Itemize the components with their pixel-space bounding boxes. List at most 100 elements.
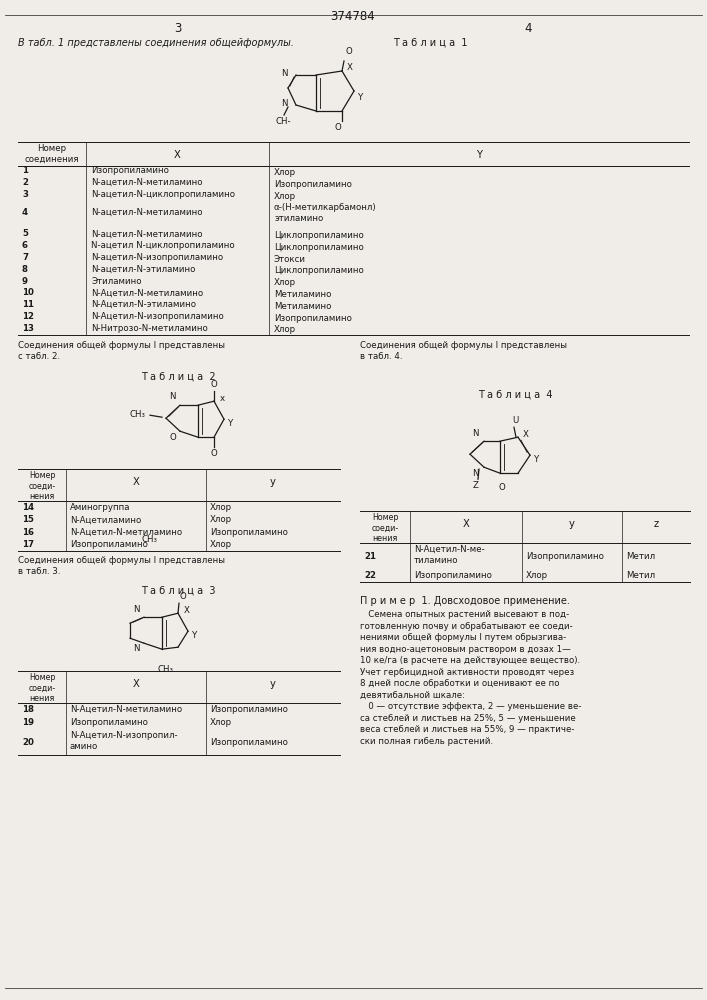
Text: 13: 13 [22, 324, 34, 333]
Text: Номер
соеди-
нения: Номер соеди- нения [28, 471, 56, 501]
Text: O: O [211, 380, 217, 389]
Text: 10 ке/га (в расчете на действующее вещество).: 10 ке/га (в расчете на действующее вещес… [360, 656, 580, 665]
Text: Аминогруппа: Аминогруппа [70, 503, 131, 512]
Text: N-ацетил-N-метиламино: N-ацетил-N-метиламино [91, 229, 202, 238]
Text: N-Ацетил-N-изопропил-
амино: N-Ацетил-N-изопропил- амино [70, 731, 177, 751]
Text: N-Ацетиламино: N-Ацетиламино [70, 515, 141, 524]
Text: Хлор: Хлор [274, 192, 296, 201]
Text: Этиламино: Этиламино [91, 277, 141, 286]
Text: Этокси: Этокси [274, 255, 306, 264]
Text: 22: 22 [364, 571, 376, 580]
Text: 16: 16 [22, 528, 34, 537]
Text: N-ацетил-N-изопропиламино: N-ацетил-N-изопропиламино [91, 253, 223, 262]
Text: 19: 19 [22, 718, 34, 727]
Text: Хлор: Хлор [274, 168, 296, 177]
Text: N-Ацетил-N-метиламино: N-Ацетил-N-метиламино [70, 705, 182, 714]
Text: Y: Y [192, 631, 197, 640]
Text: Циклопропиламино: Циклопропиламино [274, 243, 363, 252]
Text: 1: 1 [22, 166, 28, 175]
Text: Номер
соеди-
нения: Номер соеди- нения [371, 513, 399, 543]
Text: 21: 21 [364, 552, 376, 561]
Text: са стеблей и листьев на 25%, 5 — уменьшение: са стеблей и листьев на 25%, 5 — уменьше… [360, 714, 575, 723]
Text: N-Ацетил-N-этиламино: N-Ацетил-N-этиламино [91, 300, 196, 309]
Text: ски полная гибель растений.: ски полная гибель растений. [360, 737, 493, 746]
Text: N-Нитрозо-N-метиламино: N-Нитрозо-N-метиламино [91, 324, 208, 333]
Text: O: O [345, 46, 352, 55]
Text: Изопропиламино: Изопропиламино [210, 528, 288, 537]
Text: Изопропиламино: Изопропиламино [210, 705, 288, 714]
Text: Т а б л и ц а  1: Т а б л и ц а 1 [393, 38, 467, 48]
Text: девятибальной шкале:: девятибальной шкале: [360, 691, 465, 700]
Text: 18: 18 [22, 705, 34, 714]
Text: N-ацетил-N-метиламино: N-ацетил-N-метиламино [91, 178, 202, 187]
Text: X: X [174, 150, 181, 160]
Text: N: N [281, 68, 288, 78]
Text: Y: Y [358, 93, 363, 102]
Text: O: O [211, 449, 217, 458]
Text: 10: 10 [22, 288, 34, 297]
Text: X: X [523, 430, 529, 439]
Text: N-Ацетил-N-метиламино: N-Ацетил-N-метиламино [70, 528, 182, 537]
Text: 374784: 374784 [331, 10, 375, 23]
Text: CH₃: CH₃ [158, 665, 174, 674]
Text: CH₃: CH₃ [142, 535, 158, 544]
Text: 17: 17 [22, 540, 34, 549]
Text: y: y [270, 679, 276, 689]
Text: CH-: CH- [276, 117, 291, 126]
Text: 0 — отсутствие эффекта, 2 — уменьшение ве-: 0 — отсутствие эффекта, 2 — уменьшение в… [360, 702, 581, 711]
Text: α-(Н-метилкарбамонл)
этиламино: α-(Н-метилкарбамонл) этиламино [274, 203, 377, 223]
Text: Изопропиламино: Изопропиламино [526, 552, 604, 561]
Text: 6: 6 [22, 241, 28, 250]
Text: 7: 7 [22, 253, 28, 262]
Text: N: N [472, 429, 479, 438]
Text: CH₃: CH₃ [130, 410, 146, 419]
Text: 20: 20 [22, 738, 34, 747]
Text: 9: 9 [22, 277, 28, 286]
Text: N: N [134, 644, 140, 653]
Text: 3: 3 [22, 190, 28, 199]
Text: 14: 14 [22, 503, 34, 512]
Text: нениями общей формулы I путем обрызгива-: нениями общей формулы I путем обрызгива- [360, 633, 566, 642]
Text: П р и м е р  1. Довсходовое применение.: П р и м е р 1. Довсходовое применение. [360, 596, 570, 606]
Text: 5: 5 [22, 229, 28, 238]
Text: X: X [462, 519, 469, 529]
Text: Соединения общей формулы I представлены
с табл. 2.: Соединения общей формулы I представлены … [18, 341, 225, 361]
Text: Хлор: Хлор [210, 540, 232, 549]
Text: 4: 4 [525, 22, 532, 35]
Text: N: N [281, 99, 288, 107]
Text: Соединения общей формулы I представлены
в табл. 4.: Соединения общей формулы I представлены … [360, 341, 567, 361]
Text: Метил: Метил [626, 552, 655, 561]
Text: Хлор: Хлор [210, 503, 232, 512]
Text: z: z [653, 519, 658, 529]
Text: Метил: Метил [626, 571, 655, 580]
Text: 15: 15 [22, 515, 34, 524]
Text: 12: 12 [22, 312, 34, 321]
Text: N-ацетил-N-циклопропиламино: N-ацетил-N-циклопропиламино [91, 190, 235, 199]
Text: 11: 11 [22, 300, 34, 309]
Text: Циклопропиламино: Циклопропиламино [274, 231, 363, 240]
Text: O: O [498, 483, 506, 492]
Text: N: N [170, 392, 176, 401]
Text: Номер
соединения: Номер соединения [25, 144, 79, 163]
Text: готовленную почву и обрабатывают ее соеди-: готовленную почву и обрабатывают ее соед… [360, 622, 573, 631]
Text: Метиламино: Метиламино [274, 290, 332, 299]
Text: N-Ацетил-N-метиламино: N-Ацетил-N-метиламино [91, 288, 203, 297]
Text: Соединения общей формулы I представлены
в табл. 3.: Соединения общей формулы I представлены … [18, 556, 225, 576]
Text: 3: 3 [175, 22, 182, 35]
Text: Изопропиламино: Изопропиламино [414, 571, 492, 580]
Text: X: X [133, 477, 139, 487]
Text: O: O [180, 592, 187, 601]
Text: Хлор: Хлор [274, 278, 296, 287]
Text: Y: Y [476, 150, 482, 160]
Text: y: y [569, 519, 575, 529]
Text: x: x [220, 394, 225, 403]
Text: Семена опытных растений высевают в под-: Семена опытных растений высевают в под- [360, 610, 569, 619]
Text: X: X [184, 606, 190, 615]
Text: Т а б л и ц а  4: Т а б л и ц а 4 [478, 389, 552, 399]
Text: 4: 4 [22, 208, 28, 217]
Text: O: O [334, 123, 341, 132]
Text: Хлор: Хлор [526, 571, 548, 580]
Text: 2: 2 [22, 178, 28, 187]
Text: Y: Y [228, 419, 233, 428]
Text: Хлор: Хлор [274, 325, 296, 334]
